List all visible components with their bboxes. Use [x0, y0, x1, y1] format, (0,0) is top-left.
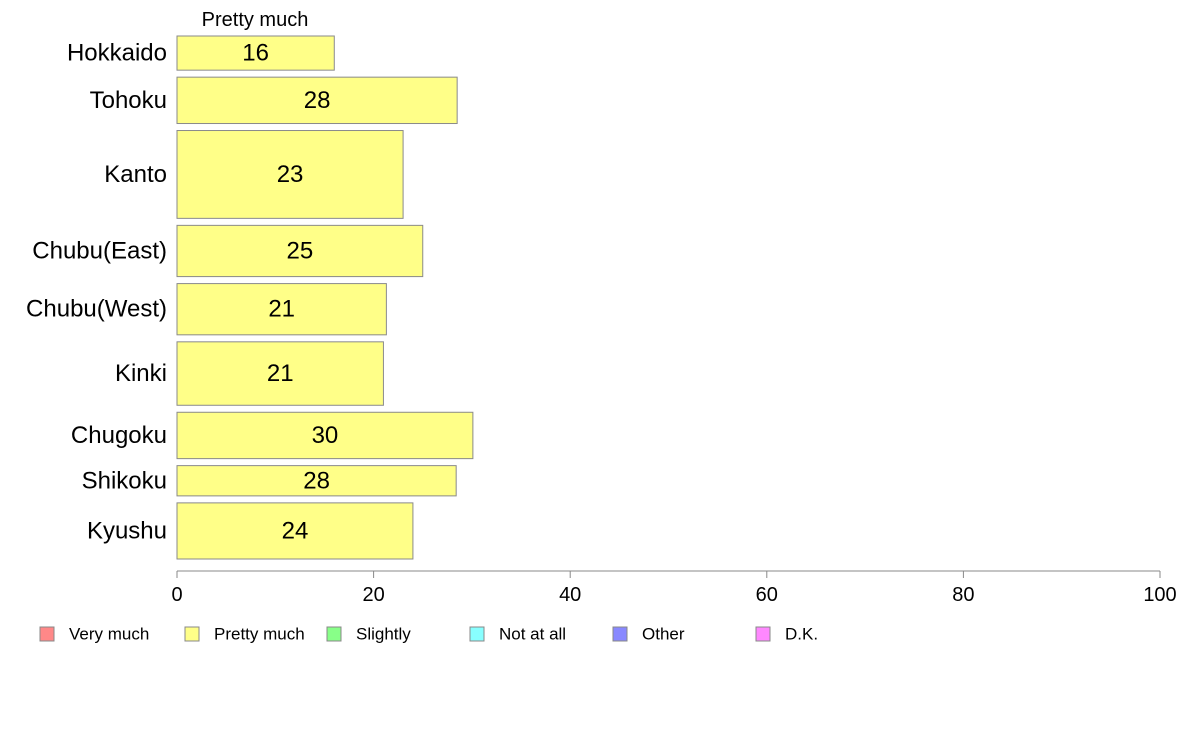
x-tick-label: 40 [559, 584, 581, 606]
category-label: Chugoku [71, 422, 167, 449]
value-labels-group: 16 28 23 25 21 21 30 28 24 [242, 40, 338, 545]
x-tick-label: 60 [756, 584, 778, 606]
bar-shikoku [176, 465, 457, 497]
legend-label: Pretty much [214, 625, 305, 644]
series-title: Pretty much [202, 9, 309, 31]
category-label: Chubu(West) [26, 296, 167, 323]
category-label: Hokkaido [67, 40, 167, 67]
value-label: 21 [267, 360, 294, 387]
legend-swatch [755, 626, 771, 642]
bar-kanto [176, 130, 404, 219]
value-label: 24 [282, 517, 309, 544]
bars-group [176, 35, 474, 560]
category-label: Kinki [115, 360, 167, 387]
category-label: Kyushu [87, 517, 167, 544]
bar-chubu-west- [176, 283, 387, 336]
x-tick-label: 0 [171, 584, 182, 606]
value-label: 25 [287, 237, 314, 264]
category-label: Chubu(East) [32, 237, 167, 264]
legend-label: Other [642, 625, 685, 644]
bar-chubu-east- [176, 224, 424, 278]
legend-label: Not at all [499, 625, 566, 644]
legend-swatch [469, 626, 485, 642]
category-label: Kanto [104, 161, 167, 188]
value-label: 23 [277, 161, 304, 188]
bar-chugoku [176, 411, 474, 460]
bar-tohoku [176, 76, 458, 125]
bar-hokkaido [176, 35, 335, 71]
legend-label: Slightly [356, 625, 411, 644]
value-label: 21 [268, 296, 295, 323]
category-label: Tohoku [90, 87, 167, 114]
value-label: 16 [242, 40, 269, 67]
value-label: 28 [304, 87, 331, 114]
category-label: Shikoku [82, 467, 167, 494]
x-tick-label: 20 [362, 584, 384, 606]
bar-kinki [176, 341, 384, 406]
legend-swatch [39, 626, 55, 642]
legend-swatch [612, 626, 628, 642]
x-axis: 0 20 40 60 80 100 [171, 570, 1177, 606]
x-tick-label: 100 [1143, 584, 1176, 606]
legend-label: Very much [69, 625, 149, 644]
bar-kyushu [176, 502, 414, 560]
value-label: 28 [303, 467, 330, 494]
category-labels-group: Hokkaido Tohoku Kanto Chubu(East) Chubu(West… [26, 40, 167, 545]
legend-label: D.K. [785, 625, 818, 644]
x-tick-label: 80 [952, 584, 974, 606]
legend: Very much Pretty much Slightly Not at all Ot… [39, 625, 818, 644]
legend-swatch [326, 626, 342, 642]
value-label: 30 [312, 422, 339, 449]
legend-swatch [184, 626, 200, 642]
